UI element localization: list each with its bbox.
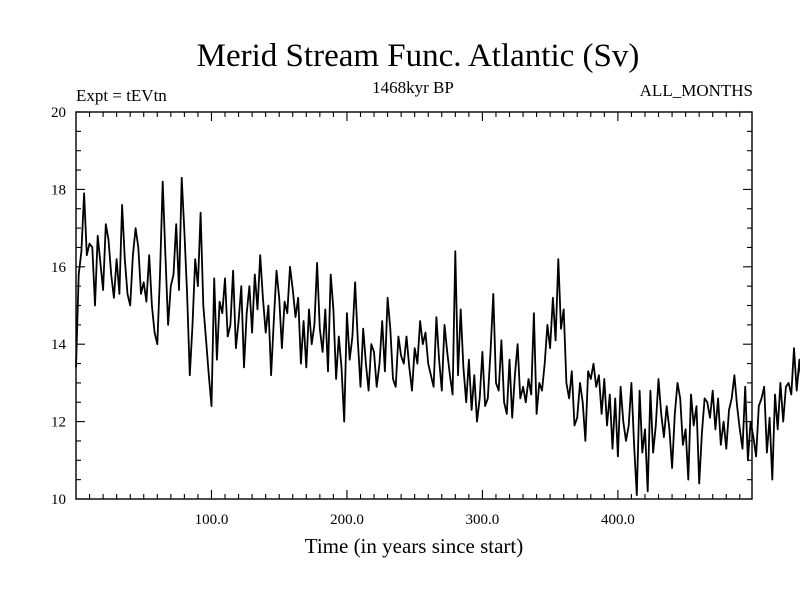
- x-tick-label: 400.0: [601, 512, 635, 528]
- x-tick-label: 100.0: [195, 512, 229, 528]
- y-tick-label: 18: [51, 182, 66, 198]
- x-tick-label: 200.0: [330, 512, 364, 528]
- y-tick-label: 12: [51, 415, 66, 431]
- y-axis: 10 12 14 16 18 20: [51, 105, 752, 508]
- y-tick-label: 20: [51, 105, 66, 121]
- x-tick-label: 300.0: [466, 512, 500, 528]
- y-tick-label: 14: [51, 337, 67, 353]
- period-label: 1468kyr BP: [372, 78, 454, 97]
- x-axis: 100.0 200.0 300.0 400.0: [88, 112, 741, 528]
- chart-title: Merid Stream Func. Atlantic (Sv): [197, 38, 640, 74]
- series-line: [75, 176, 800, 496]
- y-tick-label: 16: [51, 260, 67, 276]
- plot-frame: [75, 111, 753, 500]
- x-axis-label: Time (in years since start): [305, 534, 524, 558]
- months-label: ALL_MONTHS: [640, 81, 753, 100]
- experiment-label: Expt = tEVtn: [76, 86, 167, 105]
- y-tick-label: 10: [51, 492, 66, 508]
